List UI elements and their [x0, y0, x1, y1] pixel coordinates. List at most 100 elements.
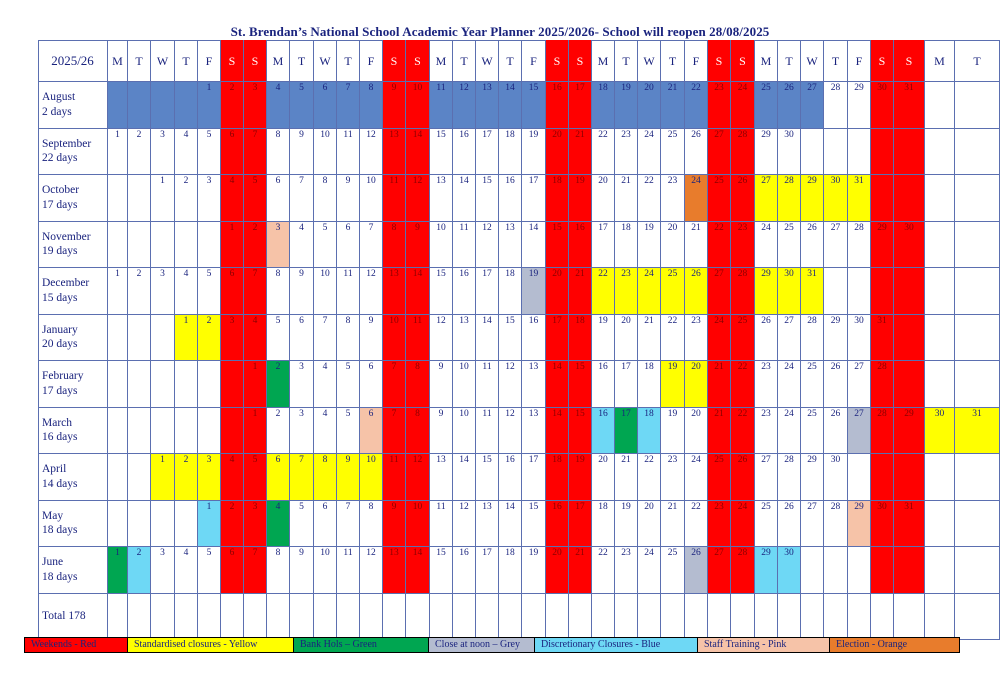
day-cell[interactable]	[221, 361, 244, 408]
day-cell[interactable]: 11	[337, 547, 360, 594]
day-cell[interactable]: 15	[522, 500, 546, 547]
day-cell[interactable]: 30	[778, 128, 801, 175]
day-cell[interactable]: 10	[383, 314, 406, 361]
day-cell[interactable]: 1	[151, 175, 175, 222]
day-cell[interactable]: 6	[267, 175, 290, 222]
day-cell[interactable]: 11	[337, 128, 360, 175]
day-cell[interactable]: 17	[476, 268, 499, 315]
day-cell[interactable]: 2	[198, 314, 221, 361]
day-cell[interactable]	[128, 314, 151, 361]
day-cell[interactable]: 13	[522, 407, 546, 454]
day-cell[interactable]: 16	[453, 547, 476, 594]
day-cell[interactable]: 15	[522, 82, 546, 129]
day-cell[interactable]: 3	[151, 547, 175, 594]
day-cell[interactable]	[955, 547, 1000, 594]
day-cell[interactable]: 9	[430, 407, 453, 454]
day-cell[interactable]: 28	[778, 454, 801, 501]
day-cell[interactable]: 13	[383, 547, 406, 594]
day-cell[interactable]: 31	[894, 500, 925, 547]
day-cell[interactable]	[925, 547, 955, 594]
day-cell[interactable]: 2	[221, 500, 244, 547]
day-cell[interactable]: 15	[430, 128, 453, 175]
day-cell[interactable]: 8	[360, 82, 383, 129]
day-cell[interactable]	[108, 407, 128, 454]
day-cell[interactable]: 14	[406, 547, 430, 594]
day-cell[interactable]: 1	[198, 500, 221, 547]
day-cell[interactable]: 4	[314, 407, 337, 454]
day-cell[interactable]	[925, 268, 955, 315]
day-cell[interactable]: 14	[406, 268, 430, 315]
day-cell[interactable]: 23	[615, 128, 638, 175]
day-cell[interactable]	[925, 314, 955, 361]
day-cell[interactable]	[128, 221, 151, 268]
day-cell[interactable]: 4	[314, 361, 337, 408]
day-cell[interactable]: 2	[175, 454, 198, 501]
day-cell[interactable]: 25	[778, 221, 801, 268]
day-cell[interactable]: 16	[499, 454, 522, 501]
day-cell[interactable]: 20	[592, 454, 615, 501]
day-cell[interactable]: 20	[546, 128, 569, 175]
day-cell[interactable]: 11	[453, 221, 476, 268]
day-cell[interactable]	[108, 500, 128, 547]
day-cell[interactable]: 26	[824, 407, 848, 454]
day-cell[interactable]: 8	[267, 268, 290, 315]
day-cell[interactable]: 14	[406, 128, 430, 175]
day-cell[interactable]	[925, 175, 955, 222]
day-cell[interactable]: 21	[685, 221, 708, 268]
day-cell[interactable]: 21	[569, 128, 592, 175]
day-cell[interactable]	[128, 500, 151, 547]
day-cell[interactable]: 14	[453, 454, 476, 501]
day-cell[interactable]	[175, 82, 198, 129]
day-cell[interactable]: 28	[731, 547, 755, 594]
day-cell[interactable]: 23	[731, 221, 755, 268]
day-cell[interactable]: 27	[848, 407, 871, 454]
day-cell[interactable]: 3	[244, 82, 267, 129]
day-cell[interactable]: 30	[824, 454, 848, 501]
day-cell[interactable]: 4	[175, 268, 198, 315]
day-cell[interactable]: 16	[592, 361, 615, 408]
day-cell[interactable]: 26	[685, 547, 708, 594]
day-cell[interactable]: 29	[801, 175, 824, 222]
day-cell[interactable]: 8	[267, 547, 290, 594]
day-cell[interactable]: 13	[522, 361, 546, 408]
day-cell[interactable]: 3	[267, 221, 290, 268]
day-cell[interactable]: 20	[546, 268, 569, 315]
day-cell[interactable]: 11	[430, 500, 453, 547]
day-cell[interactable]: 27	[848, 361, 871, 408]
day-cell[interactable]: 22	[661, 314, 685, 361]
day-cell[interactable]: 13	[383, 128, 406, 175]
day-cell[interactable]: 21	[615, 454, 638, 501]
day-cell[interactable]: 6	[221, 547, 244, 594]
day-cell[interactable]: 2	[221, 82, 244, 129]
day-cell[interactable]: 29	[871, 221, 894, 268]
day-cell[interactable]: 10	[314, 268, 337, 315]
day-cell[interactable]: 14	[476, 314, 499, 361]
day-cell[interactable]	[955, 268, 1000, 315]
day-cell[interactable]: 20	[615, 314, 638, 361]
day-cell[interactable]: 25	[661, 268, 685, 315]
day-cell[interactable]: 22	[685, 500, 708, 547]
day-cell[interactable]	[894, 547, 925, 594]
day-cell[interactable]: 21	[661, 500, 685, 547]
day-cell[interactable]: 29	[755, 128, 778, 175]
day-cell[interactable]	[175, 407, 198, 454]
day-cell[interactable]: 24	[685, 175, 708, 222]
day-cell[interactable]: 5	[198, 128, 221, 175]
day-cell[interactable]: 4	[267, 500, 290, 547]
day-cell[interactable]	[151, 500, 175, 547]
day-cell[interactable]: 25	[801, 361, 824, 408]
day-cell[interactable]: 13	[476, 82, 499, 129]
day-cell[interactable]: 17	[569, 82, 592, 129]
day-cell[interactable]: 25	[755, 500, 778, 547]
day-cell[interactable]: 18	[638, 407, 661, 454]
day-cell[interactable]: 13	[476, 500, 499, 547]
day-cell[interactable]: 5	[198, 547, 221, 594]
day-cell[interactable]: 5	[244, 454, 267, 501]
day-cell[interactable]	[824, 268, 848, 315]
day-cell[interactable]: 5	[267, 314, 290, 361]
day-cell[interactable]: 6	[290, 314, 314, 361]
day-cell[interactable]: 1	[108, 268, 128, 315]
day-cell[interactable]: 31	[871, 314, 894, 361]
day-cell[interactable]: 12	[406, 175, 430, 222]
day-cell[interactable]: 28	[871, 361, 894, 408]
